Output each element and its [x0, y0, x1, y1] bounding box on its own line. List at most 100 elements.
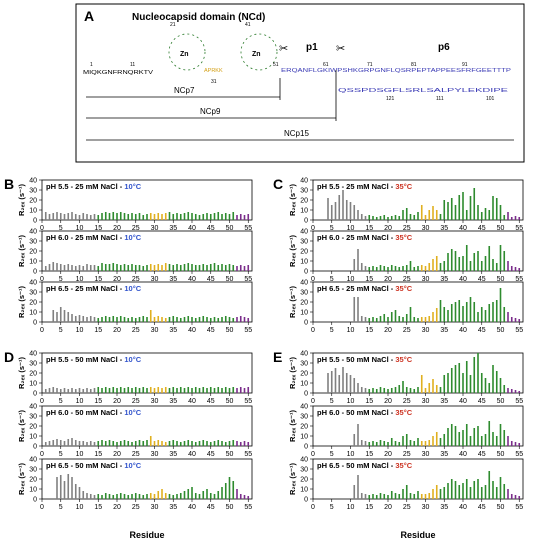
bar	[443, 200, 446, 220]
bar	[153, 317, 156, 322]
bar	[405, 434, 408, 446]
y-tick-label: 40	[300, 178, 308, 185]
bar	[495, 436, 498, 446]
bar	[217, 440, 220, 446]
bar	[172, 265, 175, 271]
bar	[187, 316, 190, 322]
bar	[375, 442, 378, 446]
bar	[327, 373, 329, 393]
bar	[469, 261, 472, 271]
y-tick-label: 0	[304, 497, 308, 504]
bar	[59, 264, 62, 271]
x-tick-label: 50	[497, 451, 505, 458]
bar	[191, 487, 193, 499]
x-tick-label: 0	[40, 225, 44, 232]
bar	[360, 440, 363, 446]
x-tick-label: 20	[384, 451, 392, 458]
bar	[179, 318, 182, 322]
bar	[168, 264, 171, 271]
x-tick-label: 25	[403, 225, 411, 232]
bar	[176, 441, 178, 446]
x-tick-label: 30	[422, 504, 430, 511]
bar	[138, 213, 141, 220]
bar	[372, 494, 374, 499]
bar	[74, 440, 77, 446]
bar	[187, 212, 190, 220]
bar	[194, 493, 197, 499]
bar	[112, 316, 115, 322]
x-tick-label: 35	[169, 276, 177, 283]
y-tick-label: 30	[29, 188, 37, 195]
bar	[387, 267, 389, 271]
bar	[127, 318, 130, 322]
bar	[402, 210, 404, 220]
panel-title-condition: pH 6.5 - 25 mM NaCl -	[317, 284, 395, 293]
bar	[503, 251, 506, 271]
bar	[108, 494, 111, 499]
y-axis-label: R₂ₑₓ (s⁻¹)	[17, 462, 26, 495]
bar	[405, 208, 408, 220]
x-tick-label: 20	[384, 504, 392, 511]
y-tick-label: 0	[33, 444, 37, 451]
y-tick-label: 10	[29, 434, 37, 441]
bar	[202, 440, 205, 446]
panel-title-condition: pH 5.5 - 25 mM NaCl -	[46, 182, 124, 191]
x-tick-label: 35	[169, 327, 177, 334]
x-tick-label: 25	[132, 276, 140, 283]
x-tick-label: 0	[311, 276, 315, 283]
bar	[243, 317, 246, 322]
x-tick-label: 10	[347, 225, 355, 232]
x-tick-label: 40	[188, 451, 196, 458]
bar	[67, 389, 70, 393]
bar	[127, 214, 130, 220]
bar	[432, 436, 434, 446]
bar	[477, 251, 479, 271]
y-tick-label: 40	[300, 229, 308, 236]
bar	[232, 440, 235, 446]
panel-title-condition: pH 6.5 - 25 mM NaCl -	[46, 284, 124, 293]
bar	[134, 214, 137, 220]
chart-panel-d-4: 0 10 20 30 40 0 5 10 15 20 25 30 35 40 45 50 55 pH 6.0 - …	[17, 404, 253, 458]
panel-title-condition: pH 5.5 - 50 mM NaCl -	[317, 355, 395, 364]
bar	[372, 216, 374, 220]
bar	[394, 310, 397, 322]
x-tick-label: 55	[515, 225, 523, 232]
bar	[243, 495, 246, 499]
y-tick-label: 10	[29, 259, 37, 266]
bar	[518, 268, 521, 271]
bar	[56, 312, 58, 322]
bar	[413, 267, 416, 271]
x-tick-label: 5	[59, 225, 63, 232]
bar	[191, 388, 193, 393]
y-axis-label: R₂ₑₓ (s⁻¹)	[288, 409, 297, 442]
bar	[469, 297, 472, 322]
bar	[191, 213, 193, 220]
panel-title-condition: pH 6.5 - 50 mM NaCl -	[46, 461, 124, 470]
bar	[78, 487, 81, 499]
y-tick-label: 40	[300, 457, 308, 464]
bar	[104, 387, 107, 393]
bar	[123, 264, 126, 271]
x-tick-label: 40	[188, 504, 196, 511]
bar	[127, 495, 130, 499]
zn-label-1: Zn	[180, 51, 189, 58]
bar	[243, 266, 246, 271]
residue-number: 81	[411, 62, 417, 68]
bar	[420, 494, 423, 499]
panel-title: pH 6.0 - 25 mM NaCl - 35°C	[317, 233, 413, 242]
bar	[507, 261, 509, 271]
bar	[71, 388, 73, 393]
bar	[338, 195, 341, 220]
bar	[432, 489, 434, 499]
y-axis-label: R₂ₑₓ (s⁻¹)	[288, 183, 297, 216]
bar	[138, 494, 141, 499]
bar	[97, 215, 100, 220]
x-tick-label: 10	[347, 451, 355, 458]
bar	[93, 317, 96, 322]
bar	[168, 212, 171, 220]
bar	[179, 493, 182, 499]
bar	[78, 315, 81, 322]
y-tick-label: 40	[300, 351, 308, 358]
x-tick-label: 50	[226, 504, 234, 511]
bar	[183, 491, 186, 499]
